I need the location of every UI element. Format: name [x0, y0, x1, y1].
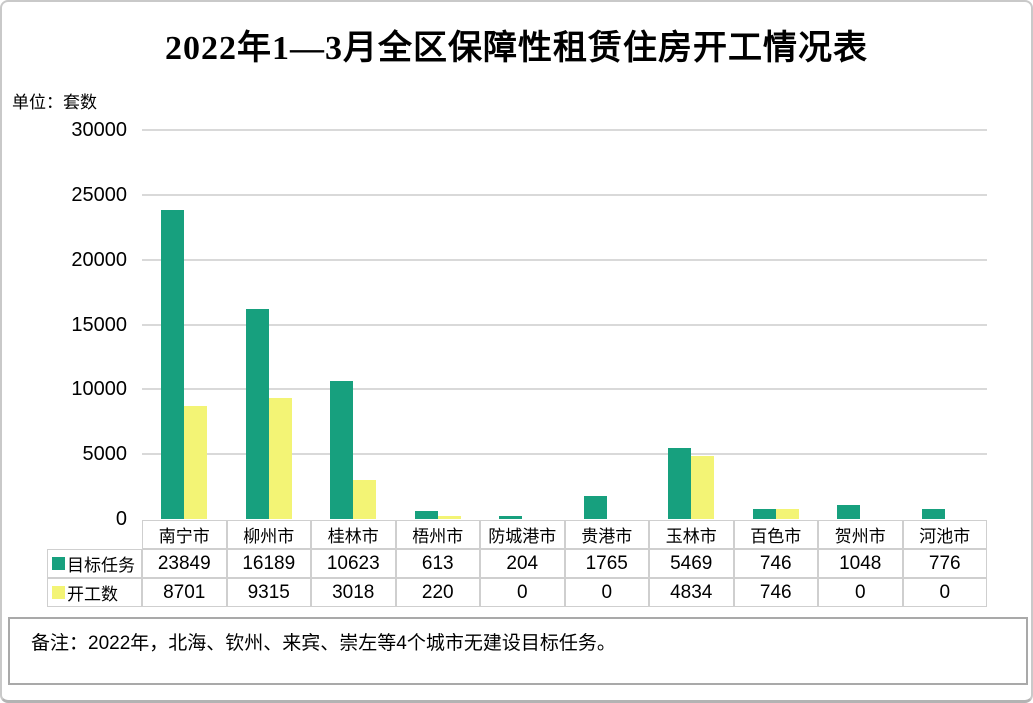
value-cell: 204: [480, 549, 565, 578]
value-cell: 776: [902, 549, 987, 578]
city-header-cell: 桂林市: [311, 520, 396, 549]
bar-started: [691, 456, 715, 519]
bar-target: [752, 509, 776, 519]
bar-chart-plot: [142, 129, 988, 519]
legend-label: 开工数: [67, 585, 118, 604]
value-cell: 3018: [311, 578, 396, 607]
y-axis-tick-label: 0: [115, 508, 127, 530]
bar-group: [142, 130, 227, 519]
bar-target: [161, 209, 185, 519]
legend-swatch-icon: [52, 557, 65, 570]
value-cell: 16189: [226, 549, 311, 578]
bar-target: [414, 511, 438, 519]
value-cell: 746: [733, 578, 818, 607]
bar-group: [903, 130, 988, 519]
bar-group: [227, 130, 312, 519]
bar-started: [268, 398, 292, 519]
gridline: [142, 388, 987, 391]
gridline: [142, 193, 987, 196]
gridline: [142, 323, 987, 326]
bar-group: [818, 130, 903, 519]
y-axis-tick-label: 20000: [71, 248, 127, 271]
value-cell: 0: [480, 578, 565, 607]
value-cell: 746: [733, 549, 818, 578]
note-box: 备注：2022年，北海、钦州、来宾、崇左等4个城市无建设目标任务。: [8, 617, 1028, 685]
bar-started: [437, 516, 461, 519]
bar-group: [565, 130, 650, 519]
value-cell: 220: [395, 578, 480, 607]
value-cell: 4834: [649, 578, 734, 607]
bar-target: [330, 381, 354, 519]
legend-cell: 目标任务: [47, 549, 142, 578]
bar-group: [396, 130, 481, 519]
bar-started: [775, 509, 799, 519]
legend-swatch-icon: [52, 586, 65, 599]
y-axis-tick-label: 10000: [71, 378, 127, 401]
bar-target: [499, 516, 523, 519]
legend-cell: 开工数: [47, 578, 142, 607]
value-cell: 0: [564, 578, 649, 607]
data-table: 南宁市 柳州市 桂林市 梧州市 防城港市 贵港市 玉林市 百色市 贺州市 河池市目标任务 23849…: [47, 520, 987, 607]
bar-target: [583, 496, 607, 519]
value-cell: 613: [395, 549, 480, 578]
city-header-cell: 玉林市: [649, 520, 734, 549]
value-cell: 1765: [564, 549, 649, 578]
city-header-cell: 防城港市: [480, 520, 565, 549]
legend-label: 目标任务: [67, 556, 135, 575]
value-cell: 1048: [818, 549, 903, 578]
bar-group: [311, 130, 396, 519]
chart-title: 2022年1—3月全区保障性租赁住房开工情况表: [165, 30, 868, 67]
city-header-cell: 百色市: [733, 520, 818, 549]
y-axis-tick-label: 15000: [71, 313, 127, 336]
gridline: [142, 453, 987, 456]
value-cell: 0: [818, 578, 903, 607]
value-cell: 23849: [142, 549, 227, 578]
note-text: 备注：2022年，北海、钦州、来宾、崇左等4个城市无建设目标任务。: [31, 633, 616, 654]
y-axis-tick-label: 25000: [71, 183, 127, 206]
city-header-cell: 柳州市: [226, 520, 311, 549]
table-corner-cell: [47, 520, 142, 549]
gridline: [142, 129, 987, 131]
bar-target: [668, 448, 692, 519]
unit-label: 单位：套数: [12, 93, 97, 112]
y-axis-tick-label: 30000: [71, 119, 127, 141]
value-cell: 8701: [142, 578, 227, 607]
bar-started: [184, 406, 208, 519]
bar-group: [649, 130, 734, 519]
gridline: [142, 258, 987, 261]
value-cell: 10623: [311, 549, 396, 578]
bar-started: [353, 479, 377, 519]
city-header-cell: 南宁市: [142, 520, 227, 549]
value-cell: 5469: [649, 549, 734, 578]
value-cell: 9315: [226, 578, 311, 607]
bar-target: [921, 508, 945, 519]
city-header-cell: 贵港市: [564, 520, 649, 549]
y-axis-tick-label: 5000: [82, 443, 128, 466]
bar-target: [245, 309, 269, 519]
bar-target: [837, 505, 861, 519]
city-header-cell: 梧州市: [395, 520, 480, 549]
bar-group: [480, 130, 565, 519]
bar-group: [734, 130, 819, 519]
value-cell: 0: [902, 578, 987, 607]
city-header-cell: 贺州市: [818, 520, 903, 549]
city-header-cell: 河池市: [902, 520, 987, 549]
